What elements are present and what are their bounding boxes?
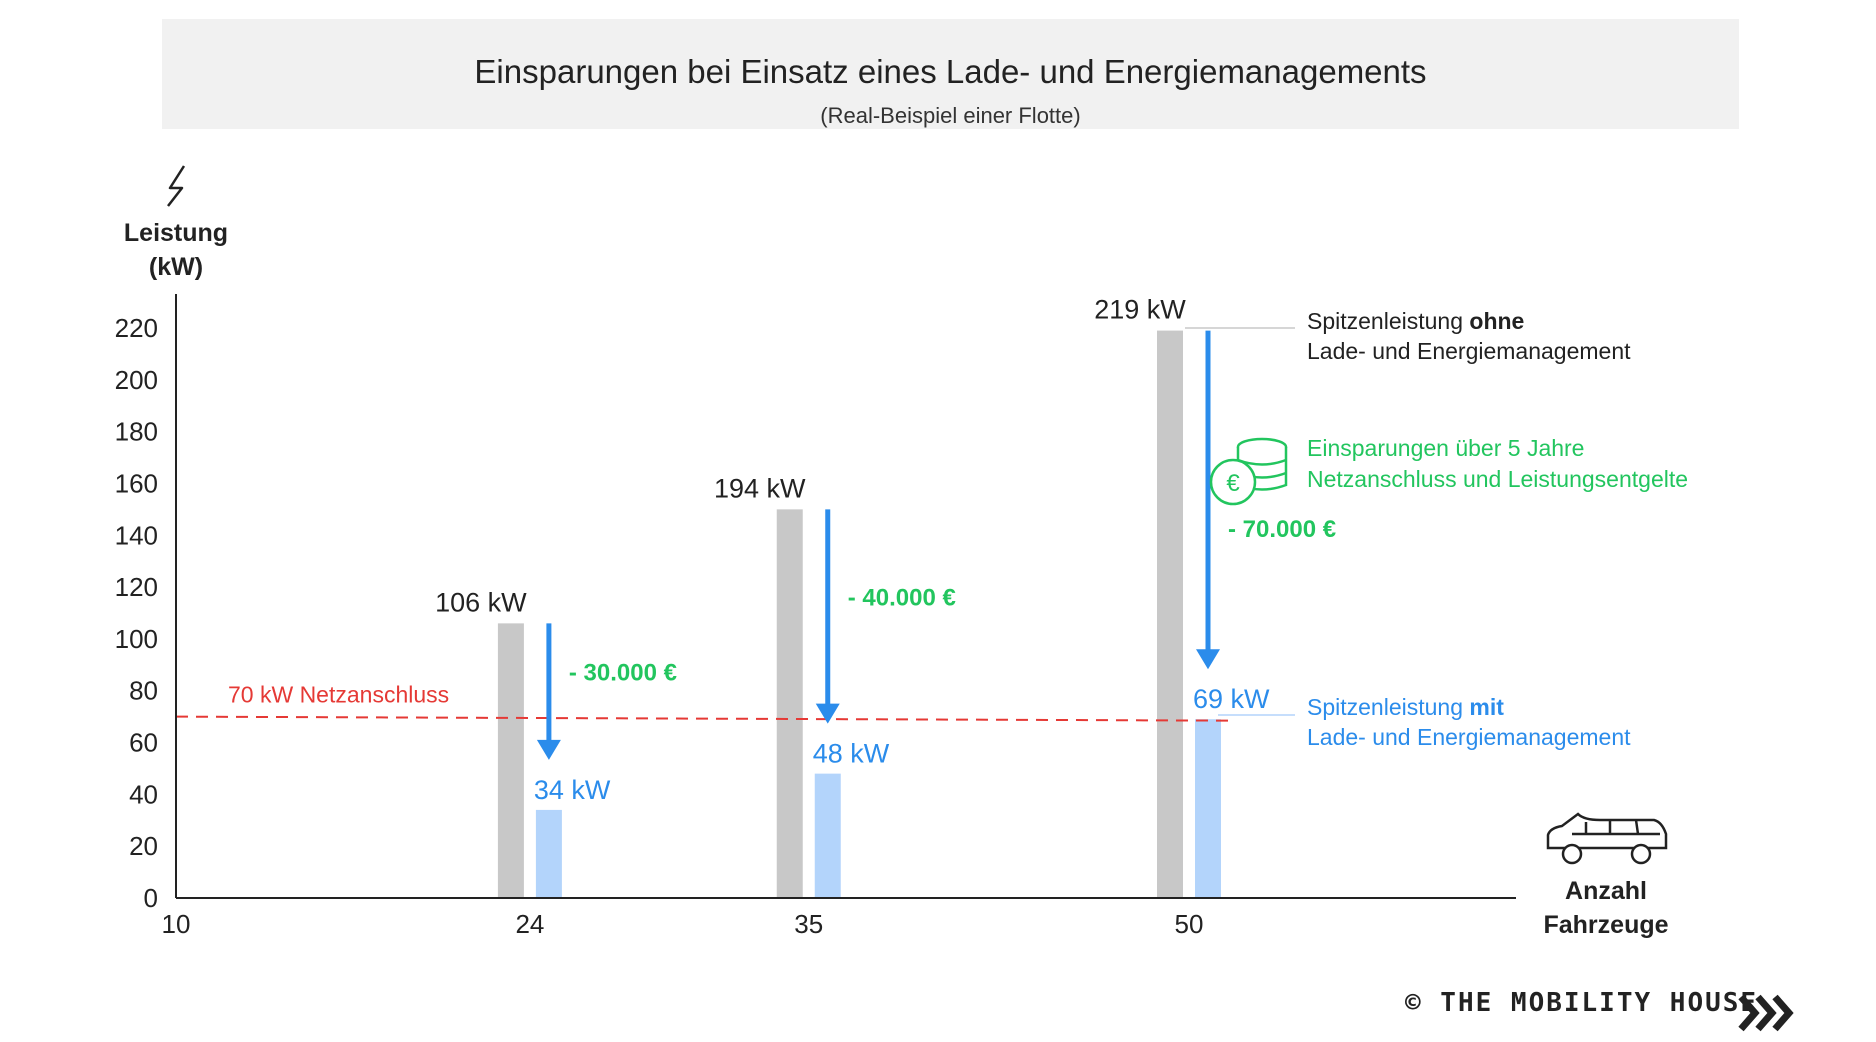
car-icon bbox=[1546, 812, 1668, 865]
savings-arrow-head bbox=[1196, 649, 1220, 670]
legend-mit-line2: Lade- und Energiemanagement bbox=[1307, 724, 1631, 750]
legend-ohne-line1: Spitzenleistung ohne bbox=[1307, 308, 1524, 334]
data-label-ohne: 194 kW bbox=[714, 473, 806, 503]
data-label-mit: 69 kW bbox=[1193, 684, 1270, 714]
header-banner: Einsparungen bei Einsatz eines Lade- und… bbox=[162, 19, 1739, 129]
bar-ohne bbox=[497, 623, 524, 898]
savings-note-line2: Netzanschluss und Leistungsentgelte bbox=[1307, 466, 1688, 492]
legend-ohne-line2: Lade- und Energiemanagement bbox=[1307, 338, 1631, 364]
y-tick-label: 200 bbox=[115, 365, 158, 395]
y-axis-label-line1: Leistung bbox=[124, 219, 228, 247]
chart-subtitle: (Real-Beispiel einer Flotte) bbox=[820, 103, 1081, 128]
bar-ohne bbox=[776, 509, 803, 898]
y-tick-label: 20 bbox=[129, 831, 158, 861]
bar-mit bbox=[1195, 719, 1221, 898]
y-tick-label: 0 bbox=[144, 883, 158, 913]
y-tick-label: 40 bbox=[129, 779, 158, 809]
bars: 106 kW 34 kW 194 kW 48 kW 219 kW 69 kW bbox=[435, 295, 1270, 898]
bar-mit bbox=[814, 773, 841, 898]
y-tick-label: 220 bbox=[115, 313, 158, 343]
x-ticks: 24 35 50 bbox=[515, 909, 1203, 939]
coins-euro-icon: € bbox=[1209, 437, 1288, 506]
x-tick-label: 24 bbox=[515, 909, 544, 939]
y-tick-label: 60 bbox=[129, 728, 158, 758]
x-axis-label-line2: Fahrzeuge bbox=[1543, 911, 1668, 939]
data-label-mit: 48 kW bbox=[813, 739, 890, 769]
legend-mit-bold: mit bbox=[1469, 694, 1504, 720]
x-tick-label: 35 bbox=[794, 909, 823, 939]
savings-label: - 40.000 € bbox=[848, 585, 956, 612]
brand-logo: © THE MOBILITY HOUSE bbox=[1405, 988, 1759, 1018]
y-tick-label: 160 bbox=[115, 468, 158, 498]
data-label-ohne: 106 kW bbox=[435, 587, 527, 617]
y-tick-label: 120 bbox=[115, 572, 158, 602]
y-tick-label: 140 bbox=[115, 520, 158, 550]
reference-line bbox=[175, 715, 1229, 722]
reference-line-label: 70 kW Netzanschluss bbox=[228, 682, 449, 708]
y-tick-label: 180 bbox=[115, 417, 158, 447]
data-label-mit: 34 kW bbox=[534, 775, 611, 805]
bar-mit bbox=[535, 809, 562, 898]
savings-arrow-head bbox=[815, 703, 840, 724]
savings-note-line1: Einsparungen über 5 Jahre bbox=[1307, 435, 1584, 461]
data-label-ohne: 219 kW bbox=[1094, 295, 1186, 325]
y-tick-label: 100 bbox=[115, 624, 158, 654]
x-tick-label: 50 bbox=[1175, 909, 1204, 939]
chevrons-icon bbox=[1738, 994, 1794, 1032]
savings-arrows: - 30.000 € - 40.000 € - 70.000 € bbox=[536, 330, 1336, 760]
chart-title: Einsparungen bei Einsatz eines Lade- und… bbox=[474, 53, 1427, 90]
lightning-icon bbox=[167, 165, 186, 207]
legend-mit-line1: Spitzenleistung mit bbox=[1307, 694, 1504, 720]
savings-label: - 70.000 € bbox=[1228, 516, 1336, 543]
legend-mit-prefix: Spitzenleistung bbox=[1307, 694, 1469, 720]
y-tick-label: 80 bbox=[129, 676, 158, 706]
savings-label: - 30.000 € bbox=[569, 660, 677, 687]
legend-ohne-prefix: Spitzenleistung bbox=[1307, 308, 1469, 334]
x-axis-label-line1: Anzahl bbox=[1565, 877, 1647, 905]
bar-ohne bbox=[1157, 330, 1183, 898]
reference-line-group: 70 kW Netzanschluss bbox=[175, 682, 1229, 722]
y-ticks: 0 20 40 60 80 100 120 140 160 180 200 220 bbox=[115, 313, 158, 913]
svg-text:€: € bbox=[1226, 470, 1240, 497]
legend-ohne-bold: ohne bbox=[1469, 308, 1524, 334]
x-origin-label: 10 bbox=[162, 909, 191, 939]
y-axis-label-line2: (kW) bbox=[149, 253, 203, 281]
savings-arrow-head bbox=[536, 739, 561, 760]
